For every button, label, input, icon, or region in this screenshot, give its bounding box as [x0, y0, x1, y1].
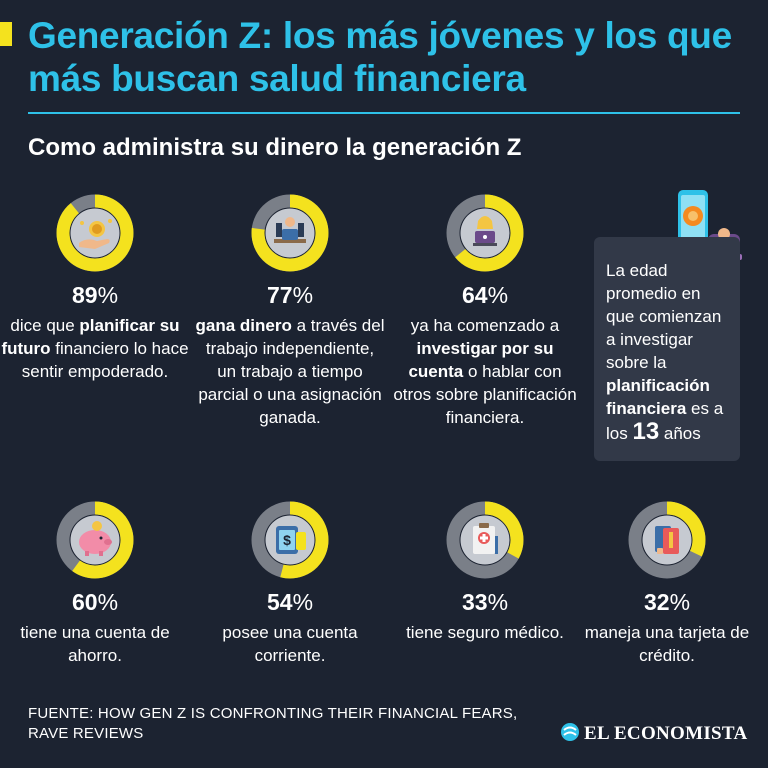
donut-chart	[446, 501, 524, 579]
money-hand-icon	[79, 219, 112, 249]
donut-value-arc	[56, 501, 134, 579]
stat-item: 60% tiene una cuenta de ahorro.	[0, 495, 190, 667]
stat-item: 32% maneja una tarjeta de crédito.	[572, 495, 762, 667]
description-text: dice que	[10, 316, 80, 335]
donut-value-arc	[56, 194, 134, 272]
percent-unit: %	[669, 589, 691, 615]
donut-value-arc	[446, 194, 524, 272]
percent-value: 33	[461, 589, 488, 615]
stat-item: 64% ya ha comenzado a investigar por su c…	[390, 188, 580, 429]
stat-description: ya ha comenzado a investigar por su cuen…	[390, 314, 580, 429]
percent-unit: %	[97, 589, 119, 615]
callout-text-before: La edad promedio en que comienzan a inve…	[606, 261, 722, 372]
publisher-logo: EL ECONOMISTA	[560, 722, 748, 745]
donut-chart	[628, 501, 706, 579]
percent-unit: %	[292, 282, 314, 308]
medical-clipboard-icon	[473, 523, 498, 554]
stat-description: posee una cuenta corriente.	[195, 621, 385, 667]
percent-label: 89%	[0, 280, 190, 310]
donut-chart	[56, 501, 134, 579]
description-text: tiene seguro médico.	[406, 623, 564, 642]
stat-description: dice que planificar su futuro financiero…	[0, 314, 190, 383]
description-bold-text: investigar por su cuenta	[408, 339, 554, 381]
description-text: a través del trabajo independiente, un t…	[198, 316, 385, 427]
stat-item: 77% gana dinero a través del trabajo inde…	[195, 188, 385, 429]
stat-description: tiene una cuenta de ahorro.	[0, 621, 190, 667]
source-note: FUENTE: HOW GEN Z IS CONFRONTING THEIR F…	[28, 705, 518, 742]
percent-value: 60	[71, 589, 98, 615]
stat-item: $54% posee una cuenta corriente.	[195, 495, 385, 667]
donut-value-arc	[251, 194, 329, 272]
chart-subtitle: Como administra su dinero la generación …	[28, 134, 522, 161]
laptop-woman-icon	[473, 216, 497, 246]
description-text: tiene una cuenta de ahorro.	[20, 623, 170, 665]
percent-label: 77%	[195, 280, 385, 310]
logo-mark-icon	[561, 723, 579, 741]
donut-value-arc	[628, 501, 706, 579]
percent-unit: %	[97, 282, 119, 308]
callout-text-after: años	[659, 424, 701, 443]
donut-chart	[56, 194, 134, 272]
description-bold-text: gana dinero	[195, 316, 292, 335]
relaxed-worker-icon	[274, 217, 306, 243]
percent-value: 32	[643, 589, 670, 615]
bank-card-phone-icon: $	[276, 526, 306, 554]
description-text: ya ha comenzado a	[410, 316, 560, 335]
callout-text-mid: es a los	[606, 399, 724, 443]
title-divider	[28, 112, 740, 114]
donut-value-arc	[251, 501, 329, 579]
stat-description: gana dinero a través del trabajo indepen…	[195, 314, 385, 429]
callout-age-value: 13	[632, 418, 660, 445]
piggy-bank-icon	[79, 521, 112, 556]
percent-label: 32%	[572, 587, 762, 617]
percent-value: 54	[266, 589, 293, 615]
donut-chart	[251, 194, 329, 272]
donut-chart	[446, 194, 524, 272]
stat-description: maneja una tarjeta de crédito.	[572, 621, 762, 667]
donut-value-arc	[446, 501, 524, 579]
description-text: posee una cuenta corriente.	[222, 623, 358, 665]
percent-value: 77	[266, 282, 293, 308]
stat-description: tiene seguro médico.	[390, 621, 580, 644]
average-age-callout: La edad promedio en que comienzan a inve…	[594, 237, 740, 461]
description-bold-text: planificar su futuro	[1, 316, 180, 358]
percent-label: 54%	[195, 587, 385, 617]
stat-item: 33% tiene seguro médico.	[390, 495, 580, 644]
percent-unit: %	[292, 589, 314, 615]
callout-bold-text: planificación financiera	[606, 376, 710, 418]
description-text: o hablar con otros sobre planificación f…	[393, 362, 577, 427]
percent-label: 60%	[0, 587, 190, 617]
percent-label: 64%	[390, 280, 580, 310]
title-accent-bar	[0, 22, 12, 46]
percent-unit: %	[487, 589, 509, 615]
description-text: financiero lo hace sentir empoderado.	[21, 339, 189, 381]
percent-unit: %	[487, 282, 509, 308]
donut-chart: $	[251, 501, 329, 579]
percent-label: 33%	[390, 587, 580, 617]
description-text: maneja una tarjeta de crédito.	[584, 623, 750, 665]
credit-cards-icon	[655, 526, 679, 554]
percent-value: 89	[71, 282, 98, 308]
percent-value: 64	[461, 282, 488, 308]
svg-text:$: $	[283, 532, 291, 548]
page-title: Generación Z: los más jóvenes y los que …	[28, 15, 732, 99]
stat-item: 89% dice que planificar su futuro financi…	[0, 188, 190, 383]
logo-text: EL ECONOMISTA	[584, 723, 748, 744]
